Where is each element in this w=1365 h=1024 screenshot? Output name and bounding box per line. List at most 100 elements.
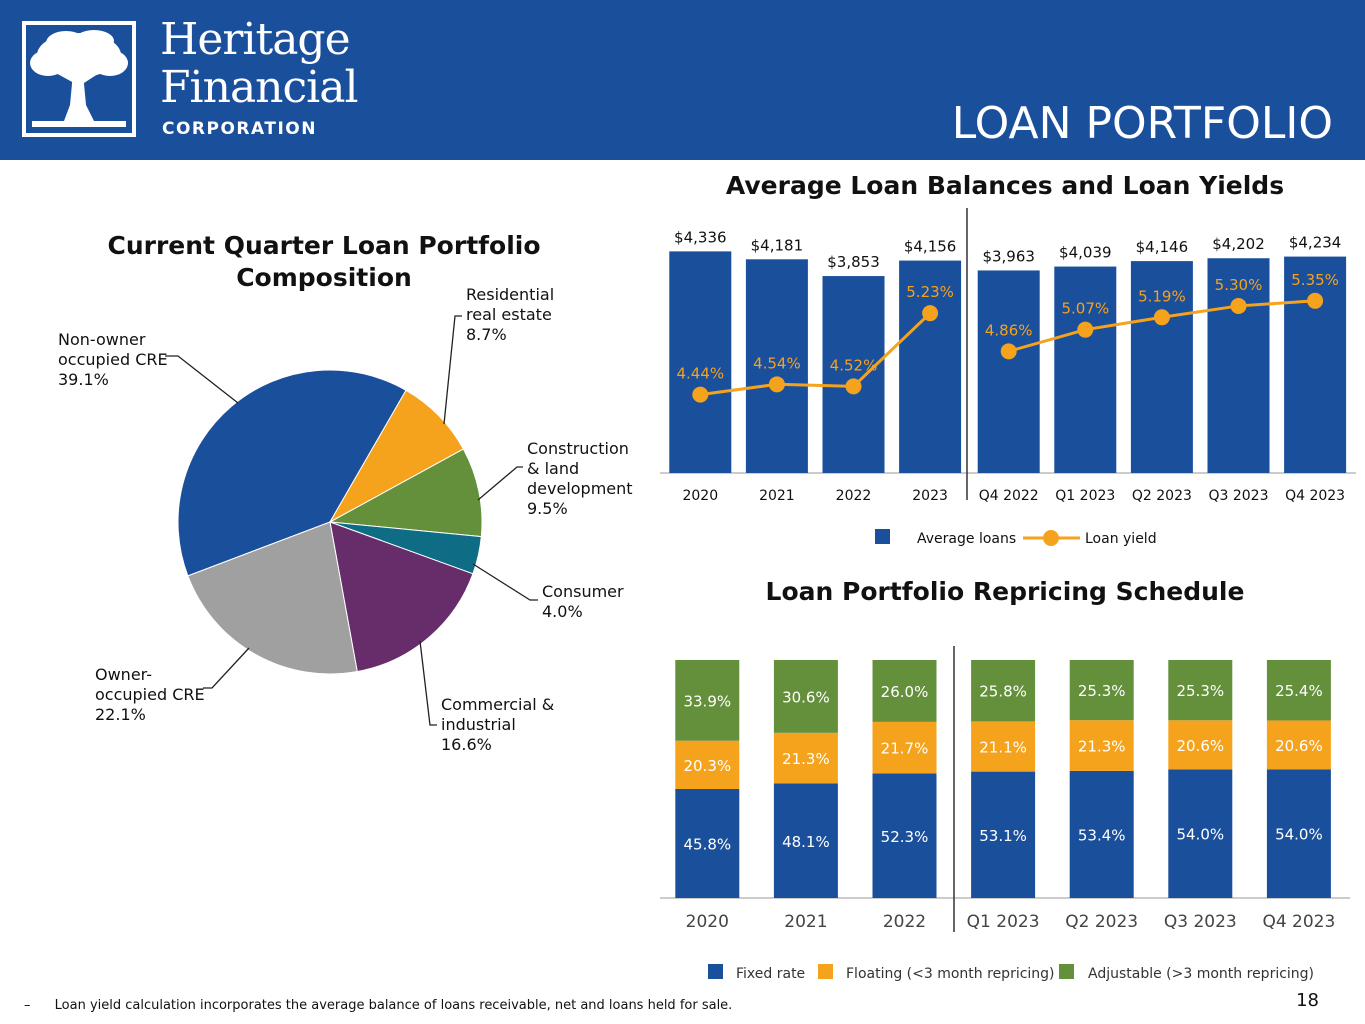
repricing-bar-segment bbox=[675, 788, 740, 898]
repricing-bar-segment bbox=[1168, 769, 1233, 898]
pie-label-value: 9.5% bbox=[527, 499, 568, 518]
yield-label: 4.86% bbox=[985, 321, 1033, 339]
repricing-bar-segment bbox=[675, 660, 740, 741]
pie-label: Commercial & industrial 16.6% bbox=[441, 695, 554, 754]
repricing-segment-label: 25.8% bbox=[979, 683, 1027, 701]
pie-slice bbox=[187, 521, 358, 675]
repricing-segment-label: 26.0% bbox=[881, 683, 929, 701]
yield-point bbox=[1307, 292, 1324, 309]
balance-bar-label: $4,146 bbox=[1136, 238, 1189, 256]
pie-label-value: 4.0% bbox=[542, 602, 583, 621]
x-tick-label: Q1 2023 bbox=[967, 912, 1040, 932]
yield-label: 5.23% bbox=[906, 283, 954, 301]
legend-swatch bbox=[1059, 964, 1074, 979]
repricing-chart-title: Loan Portfolio Repricing Schedule bbox=[765, 577, 1245, 606]
pie-label-name: development bbox=[527, 479, 633, 498]
pie-slice bbox=[177, 369, 407, 577]
pie-label-value: 16.6% bbox=[441, 735, 492, 754]
repricing-bar-segment bbox=[1069, 770, 1134, 898]
repricing-segment-label: 21.3% bbox=[782, 750, 830, 768]
repricing-segment-label: 52.3% bbox=[881, 828, 929, 846]
pie-label-name: real estate bbox=[466, 305, 552, 324]
repricing-bar-segment bbox=[971, 721, 1036, 772]
x-tick-label: Q2 2023 bbox=[1065, 912, 1138, 932]
balance-bar-label: $4,336 bbox=[674, 228, 727, 246]
yield-point bbox=[845, 378, 862, 395]
page-number: 18 bbox=[1296, 990, 1319, 1011]
pie-label-name: Consumer bbox=[542, 582, 624, 601]
x-tick-label: 2022 bbox=[883, 912, 926, 932]
repricing-segment-label: 25.3% bbox=[1176, 682, 1224, 700]
x-tick-label: 2023 bbox=[912, 488, 948, 504]
balance-bar bbox=[1207, 258, 1270, 473]
legend-label: Adjustable (>3 month repricing) bbox=[1088, 966, 1314, 982]
yield-point bbox=[1153, 309, 1170, 326]
repricing-segment-label: 33.9% bbox=[683, 692, 731, 710]
repricing-segment-label: 20.6% bbox=[1275, 737, 1323, 755]
repricing-segment-label: 25.3% bbox=[1078, 682, 1126, 700]
x-tick-label: Q4 2022 bbox=[979, 488, 1039, 504]
pie-leader-line bbox=[443, 315, 462, 425]
balances-chart-title: Average Loan Balances and Loan Yields bbox=[725, 171, 1285, 200]
legend-marker-loan-yield bbox=[1043, 530, 1059, 546]
repricing-bar-segment bbox=[1168, 660, 1233, 721]
repricing-bar-segment bbox=[971, 660, 1036, 722]
repricing-bar-segment bbox=[1266, 660, 1331, 721]
pie-label-value: 8.7% bbox=[466, 325, 507, 344]
repricing-bar-segment bbox=[971, 771, 1036, 898]
repricing-segment-label: 20.3% bbox=[683, 757, 731, 775]
yield-line bbox=[700, 312, 932, 397]
yield-point bbox=[1077, 321, 1094, 338]
balance-bar-label: $3,853 bbox=[827, 253, 880, 271]
yield-label: 4.52% bbox=[830, 356, 878, 374]
legend-label-average-loans: Average loans bbox=[917, 531, 1016, 547]
balance-bar bbox=[1284, 256, 1347, 473]
company-name-line3: CORPORATION bbox=[162, 119, 317, 139]
pie-label-name: Residential bbox=[466, 285, 554, 304]
balance-bar-label: $4,039 bbox=[1059, 244, 1112, 262]
yield-point bbox=[1000, 343, 1017, 360]
footnote: – Loan yield calculation incorporates th… bbox=[24, 998, 732, 1013]
balance-bar-label: $4,202 bbox=[1212, 235, 1265, 253]
repricing-bar-segment bbox=[773, 732, 838, 784]
repricing-bar-segment bbox=[1069, 660, 1134, 721]
legend-label-loan-yield: Loan yield bbox=[1085, 531, 1157, 547]
legend-label: Floating (<3 month repricing) bbox=[846, 966, 1055, 982]
x-tick-label: Q4 2023 bbox=[1262, 912, 1335, 932]
repricing-bar-segment bbox=[1266, 720, 1331, 770]
pie-label: Non-owner occupied CRE 39.1% bbox=[58, 330, 168, 389]
pie-label: Consumer 4.0% bbox=[542, 582, 624, 621]
repricing-segment-label: 54.0% bbox=[1275, 826, 1323, 844]
repricing-chart: 45.8% 20.3% 33.9% 2020 48.1% 21.3% 30.6% 2021 52… bbox=[660, 646, 1350, 982]
x-tick-label: Q4 2023 bbox=[1285, 488, 1345, 504]
balance-bar-label: $4,234 bbox=[1289, 234, 1342, 252]
yield-label: 5.07% bbox=[1061, 300, 1109, 318]
pie-chart: Non-owner occupied CRE 39.1% Residential rea… bbox=[58, 285, 633, 754]
x-tick-label: Q3 2023 bbox=[1164, 912, 1237, 932]
repricing-bar-segment bbox=[1266, 769, 1331, 898]
pie-slice bbox=[328, 389, 465, 524]
repricing-bar-segment bbox=[773, 660, 838, 733]
balances-chart: $4,336 2020 $4,181 2021 $3,853 2022 $4,156 2023… bbox=[660, 208, 1356, 547]
yield-label: 5.30% bbox=[1215, 276, 1263, 294]
yield-point bbox=[922, 305, 939, 322]
page-title: LOAN PORTFOLIO bbox=[951, 98, 1333, 149]
pie-leader-line bbox=[472, 563, 538, 601]
pie-label-name: Owner- bbox=[95, 665, 152, 684]
pie-label-name: industrial bbox=[441, 715, 516, 734]
legend-label: Fixed rate bbox=[736, 966, 805, 982]
pie-slice bbox=[328, 448, 483, 538]
x-tick-label: 2022 bbox=[836, 488, 872, 504]
yield-point bbox=[768, 376, 785, 393]
yield-label: 4.54% bbox=[753, 354, 801, 372]
repricing-segment-label: 53.4% bbox=[1078, 826, 1126, 844]
x-tick-label: Q1 2023 bbox=[1055, 488, 1115, 504]
balance-bar-label: $4,181 bbox=[751, 236, 804, 254]
pie-label-name: Commercial & bbox=[441, 695, 554, 714]
repricing-bar-segment bbox=[872, 660, 937, 722]
repricing-segment-label: 53.1% bbox=[979, 827, 1027, 845]
repricing-bar-segment bbox=[1069, 720, 1134, 771]
repricing-segment-label: 20.6% bbox=[1176, 737, 1224, 755]
pie-label-name: & land bbox=[527, 459, 579, 478]
balance-bar bbox=[745, 259, 808, 473]
